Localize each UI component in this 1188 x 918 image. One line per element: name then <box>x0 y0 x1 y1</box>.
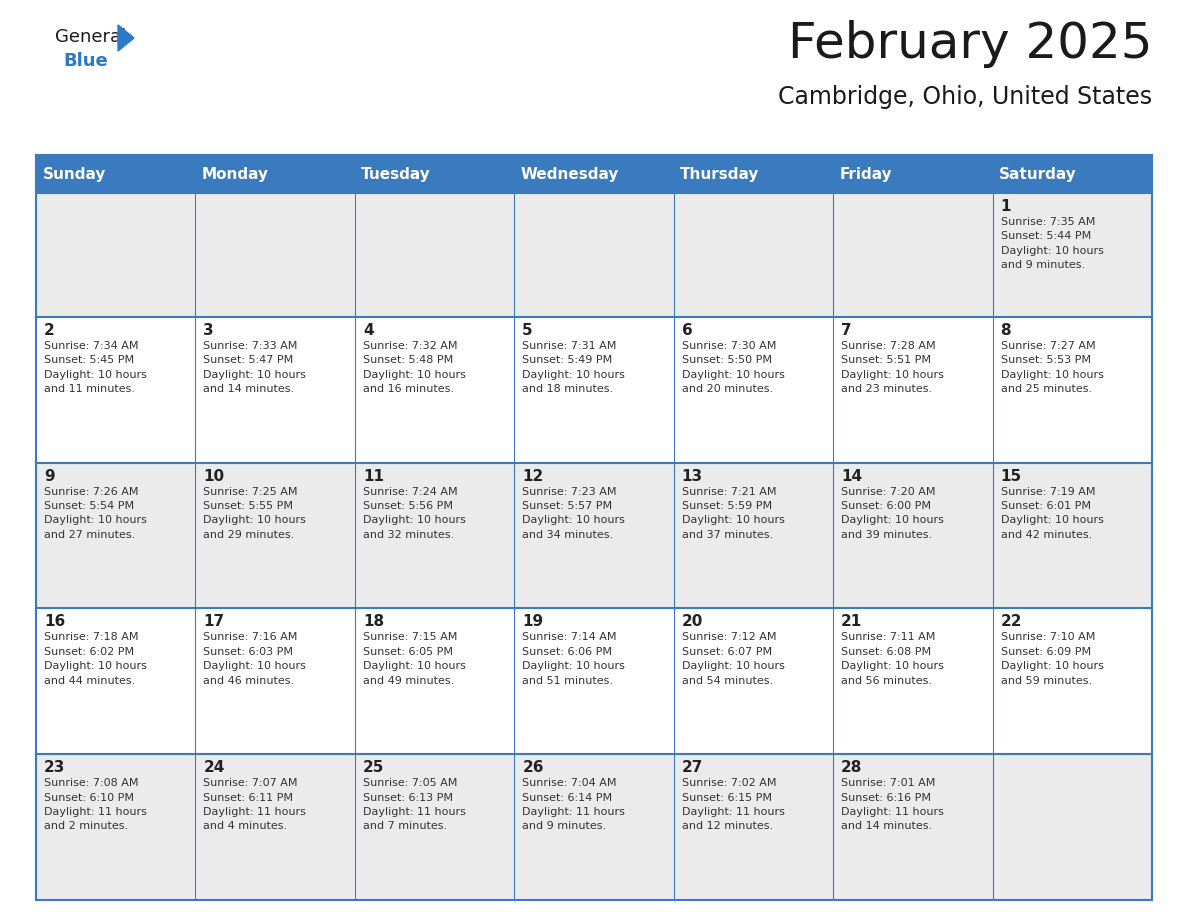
Text: 10: 10 <box>203 468 225 484</box>
Text: 19: 19 <box>523 614 543 630</box>
Text: 14: 14 <box>841 468 862 484</box>
Text: Sunrise: 7:05 AM
Sunset: 6:13 PM
Daylight: 11 hours
and 7 minutes.: Sunrise: 7:05 AM Sunset: 6:13 PM Dayligh… <box>362 778 466 832</box>
Text: Sunrise: 7:14 AM
Sunset: 6:06 PM
Daylight: 10 hours
and 51 minutes.: Sunrise: 7:14 AM Sunset: 6:06 PM Dayligh… <box>523 633 625 686</box>
Text: Sunrise: 7:07 AM
Sunset: 6:11 PM
Daylight: 11 hours
and 4 minutes.: Sunrise: 7:07 AM Sunset: 6:11 PM Dayligh… <box>203 778 307 832</box>
Text: Sunrise: 7:28 AM
Sunset: 5:51 PM
Daylight: 10 hours
and 23 minutes.: Sunrise: 7:28 AM Sunset: 5:51 PM Dayligh… <box>841 341 944 394</box>
Text: Sunrise: 7:19 AM
Sunset: 6:01 PM
Daylight: 10 hours
and 42 minutes.: Sunrise: 7:19 AM Sunset: 6:01 PM Dayligh… <box>1000 487 1104 540</box>
Text: 9: 9 <box>44 468 55 484</box>
Text: 20: 20 <box>682 614 703 630</box>
Text: Tuesday: Tuesday <box>361 166 431 182</box>
Text: Monday: Monday <box>202 166 268 182</box>
Text: Sunrise: 7:31 AM
Sunset: 5:49 PM
Daylight: 10 hours
and 18 minutes.: Sunrise: 7:31 AM Sunset: 5:49 PM Dayligh… <box>523 341 625 394</box>
Text: Saturday: Saturday <box>999 166 1076 182</box>
Text: 16: 16 <box>44 614 65 630</box>
Text: Wednesday: Wednesday <box>520 166 619 182</box>
Text: Sunday: Sunday <box>43 166 106 182</box>
Text: Friday: Friday <box>840 166 892 182</box>
Text: Sunrise: 7:16 AM
Sunset: 6:03 PM
Daylight: 10 hours
and 46 minutes.: Sunrise: 7:16 AM Sunset: 6:03 PM Dayligh… <box>203 633 307 686</box>
Text: Sunrise: 7:33 AM
Sunset: 5:47 PM
Daylight: 10 hours
and 14 minutes.: Sunrise: 7:33 AM Sunset: 5:47 PM Dayligh… <box>203 341 307 394</box>
Text: Sunrise: 7:35 AM
Sunset: 5:44 PM
Daylight: 10 hours
and 9 minutes.: Sunrise: 7:35 AM Sunset: 5:44 PM Dayligh… <box>1000 217 1104 270</box>
Text: 23: 23 <box>44 760 65 775</box>
Text: 24: 24 <box>203 760 225 775</box>
Text: Sunrise: 7:24 AM
Sunset: 5:56 PM
Daylight: 10 hours
and 32 minutes.: Sunrise: 7:24 AM Sunset: 5:56 PM Dayligh… <box>362 487 466 540</box>
Text: Sunrise: 7:02 AM
Sunset: 6:15 PM
Daylight: 11 hours
and 12 minutes.: Sunrise: 7:02 AM Sunset: 6:15 PM Dayligh… <box>682 778 784 832</box>
Text: 12: 12 <box>523 468 543 484</box>
Text: Sunrise: 7:32 AM
Sunset: 5:48 PM
Daylight: 10 hours
and 16 minutes.: Sunrise: 7:32 AM Sunset: 5:48 PM Dayligh… <box>362 341 466 394</box>
Text: 26: 26 <box>523 760 544 775</box>
Text: 6: 6 <box>682 323 693 338</box>
Text: Cambridge, Ohio, United States: Cambridge, Ohio, United States <box>778 85 1152 109</box>
Text: 15: 15 <box>1000 468 1022 484</box>
Text: Sunrise: 7:25 AM
Sunset: 5:55 PM
Daylight: 10 hours
and 29 minutes.: Sunrise: 7:25 AM Sunset: 5:55 PM Dayligh… <box>203 487 307 540</box>
Text: Sunrise: 7:26 AM
Sunset: 5:54 PM
Daylight: 10 hours
and 27 minutes.: Sunrise: 7:26 AM Sunset: 5:54 PM Dayligh… <box>44 487 147 540</box>
Text: 5: 5 <box>523 323 533 338</box>
Text: Sunrise: 7:21 AM
Sunset: 5:59 PM
Daylight: 10 hours
and 37 minutes.: Sunrise: 7:21 AM Sunset: 5:59 PM Dayligh… <box>682 487 784 540</box>
Polygon shape <box>118 25 134 51</box>
Text: Sunrise: 7:11 AM
Sunset: 6:08 PM
Daylight: 10 hours
and 56 minutes.: Sunrise: 7:11 AM Sunset: 6:08 PM Dayligh… <box>841 633 944 686</box>
Text: Sunrise: 7:23 AM
Sunset: 5:57 PM
Daylight: 10 hours
and 34 minutes.: Sunrise: 7:23 AM Sunset: 5:57 PM Dayligh… <box>523 487 625 540</box>
Bar <box>36 193 1152 317</box>
Text: Sunrise: 7:12 AM
Sunset: 6:07 PM
Daylight: 10 hours
and 54 minutes.: Sunrise: 7:12 AM Sunset: 6:07 PM Dayligh… <box>682 633 784 686</box>
Text: Sunrise: 7:30 AM
Sunset: 5:50 PM
Daylight: 10 hours
and 20 minutes.: Sunrise: 7:30 AM Sunset: 5:50 PM Dayligh… <box>682 341 784 394</box>
Text: 25: 25 <box>362 760 384 775</box>
Text: 7: 7 <box>841 323 852 338</box>
Bar <box>36 155 1152 193</box>
Text: 28: 28 <box>841 760 862 775</box>
Text: Sunrise: 7:10 AM
Sunset: 6:09 PM
Daylight: 10 hours
and 59 minutes.: Sunrise: 7:10 AM Sunset: 6:09 PM Dayligh… <box>1000 633 1104 686</box>
Text: 3: 3 <box>203 323 214 338</box>
Text: General: General <box>55 28 126 46</box>
Text: Sunrise: 7:01 AM
Sunset: 6:16 PM
Daylight: 11 hours
and 14 minutes.: Sunrise: 7:01 AM Sunset: 6:16 PM Dayligh… <box>841 778 944 832</box>
Text: Sunrise: 7:20 AM
Sunset: 6:00 PM
Daylight: 10 hours
and 39 minutes.: Sunrise: 7:20 AM Sunset: 6:00 PM Dayligh… <box>841 487 944 540</box>
Text: 17: 17 <box>203 614 225 630</box>
Text: Sunrise: 7:08 AM
Sunset: 6:10 PM
Daylight: 11 hours
and 2 minutes.: Sunrise: 7:08 AM Sunset: 6:10 PM Dayligh… <box>44 778 147 832</box>
Text: 11: 11 <box>362 468 384 484</box>
Text: Sunrise: 7:15 AM
Sunset: 6:05 PM
Daylight: 10 hours
and 49 minutes.: Sunrise: 7:15 AM Sunset: 6:05 PM Dayligh… <box>362 633 466 686</box>
Text: 21: 21 <box>841 614 862 630</box>
Text: 1: 1 <box>1000 199 1011 214</box>
Bar <box>36 317 1152 463</box>
Text: Sunrise: 7:04 AM
Sunset: 6:14 PM
Daylight: 11 hours
and 9 minutes.: Sunrise: 7:04 AM Sunset: 6:14 PM Dayligh… <box>523 778 625 832</box>
Text: Sunrise: 7:34 AM
Sunset: 5:45 PM
Daylight: 10 hours
and 11 minutes.: Sunrise: 7:34 AM Sunset: 5:45 PM Dayligh… <box>44 341 147 394</box>
Text: Sunrise: 7:18 AM
Sunset: 6:02 PM
Daylight: 10 hours
and 44 minutes.: Sunrise: 7:18 AM Sunset: 6:02 PM Dayligh… <box>44 633 147 686</box>
Text: 4: 4 <box>362 323 373 338</box>
Text: Thursday: Thursday <box>680 166 759 182</box>
Text: 2: 2 <box>44 323 55 338</box>
Text: February 2025: February 2025 <box>788 20 1152 68</box>
Text: Blue: Blue <box>63 52 108 70</box>
Text: 8: 8 <box>1000 323 1011 338</box>
Text: 18: 18 <box>362 614 384 630</box>
Bar <box>36 463 1152 609</box>
Bar <box>36 755 1152 900</box>
Bar <box>36 609 1152 755</box>
Text: 22: 22 <box>1000 614 1022 630</box>
Text: Sunrise: 7:27 AM
Sunset: 5:53 PM
Daylight: 10 hours
and 25 minutes.: Sunrise: 7:27 AM Sunset: 5:53 PM Dayligh… <box>1000 341 1104 394</box>
Text: 13: 13 <box>682 468 703 484</box>
Text: 27: 27 <box>682 760 703 775</box>
